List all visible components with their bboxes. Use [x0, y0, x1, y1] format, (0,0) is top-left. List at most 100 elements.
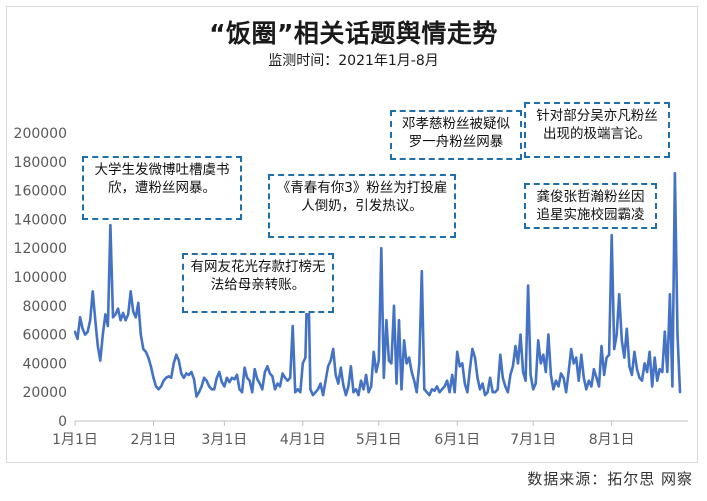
data-point [501, 376, 505, 379]
data-point [552, 388, 555, 391]
data-point [339, 366, 342, 369]
annotation-4-text: 邓孝慈粉丝被疑似罗一舟粉丝网暴 [402, 116, 510, 150]
data-point [314, 391, 317, 394]
data-point [319, 382, 322, 385]
data-point [159, 385, 163, 388]
data-point [511, 365, 515, 368]
data-point [190, 370, 193, 374]
data-point [428, 393, 431, 397]
data-point [154, 385, 158, 388]
data-point [468, 367, 472, 371]
data-point [210, 388, 213, 391]
data-point [473, 356, 477, 359]
data-point [164, 376, 168, 379]
data-point [440, 388, 444, 391]
data-point [628, 365, 631, 368]
data-point [202, 376, 206, 379]
x-tick-label: 1月1日 [52, 432, 98, 448]
data-point [448, 391, 451, 394]
data-point [413, 379, 416, 382]
data-point [200, 385, 203, 388]
data-point [486, 391, 489, 394]
data-point [144, 350, 148, 354]
data-point [425, 391, 429, 394]
data-point [172, 362, 175, 365]
data-point [450, 373, 454, 377]
data-point [420, 270, 423, 273]
data-point [466, 391, 469, 394]
data-point [253, 367, 256, 371]
data-point [402, 339, 406, 342]
data-point [126, 313, 130, 316]
data-point [238, 388, 241, 391]
data-point [337, 382, 340, 385]
data-point [243, 366, 246, 369]
data-point [114, 313, 117, 316]
data-point [207, 385, 211, 388]
data-point [597, 385, 601, 388]
data-point [101, 333, 105, 336]
data-point [83, 333, 87, 336]
data-point [225, 376, 229, 379]
data-point [678, 391, 682, 394]
y-tick-label: 100000 [14, 270, 67, 286]
data-point [407, 356, 411, 359]
data-point [557, 385, 560, 388]
data-point [177, 359, 180, 362]
data-point [185, 372, 188, 375]
data-point [309, 388, 312, 391]
data-point [187, 373, 191, 377]
data-point [463, 382, 467, 385]
data-point [567, 370, 570, 374]
data-point [590, 385, 593, 388]
data-point [342, 383, 345, 387]
data-point [385, 319, 388, 322]
data-point [301, 362, 305, 365]
x-tick-label: 2月1日 [131, 432, 177, 448]
data-point [607, 353, 611, 356]
data-point [531, 388, 535, 391]
data-point [438, 391, 441, 394]
x-tick-label: 7月1日 [510, 432, 556, 448]
data-point [258, 382, 261, 385]
data-point [504, 385, 507, 388]
data-point [278, 385, 282, 388]
data-point [610, 234, 613, 237]
data-point [106, 324, 110, 328]
data-point [233, 378, 236, 381]
y-tick-label: 200000 [14, 126, 67, 142]
data-point [544, 370, 548, 374]
data-point [435, 385, 439, 388]
data-point [666, 370, 669, 374]
data-point [602, 373, 606, 377]
data-point [96, 344, 99, 348]
data-point [124, 319, 127, 322]
data-point [180, 372, 183, 375]
x-tick-label: 6月1日 [434, 432, 480, 448]
data-point [559, 372, 563, 375]
data-point [139, 333, 143, 336]
data-point [600, 344, 603, 348]
data-point [390, 362, 393, 365]
x-tick-label: 3月1日 [201, 432, 247, 448]
data-point [640, 379, 644, 382]
annotation-2: 有网友花光存款打榜无法给母亲转账。 [182, 253, 334, 313]
data-point [478, 388, 482, 391]
data-point [648, 350, 651, 354]
data-point [266, 365, 269, 368]
data-point [94, 319, 97, 322]
data-point [81, 327, 84, 331]
data-point [304, 356, 307, 359]
data-point [324, 379, 327, 382]
data-point [653, 356, 656, 359]
y-tick-label: 120000 [14, 241, 67, 257]
data-point [357, 393, 360, 397]
data-point [132, 310, 135, 313]
data-point [230, 376, 234, 379]
data-point [116, 307, 120, 310]
data-point [362, 388, 365, 391]
data-point [104, 313, 107, 316]
data-point [453, 391, 456, 394]
data-point [618, 293, 621, 296]
data-point [367, 391, 370, 394]
